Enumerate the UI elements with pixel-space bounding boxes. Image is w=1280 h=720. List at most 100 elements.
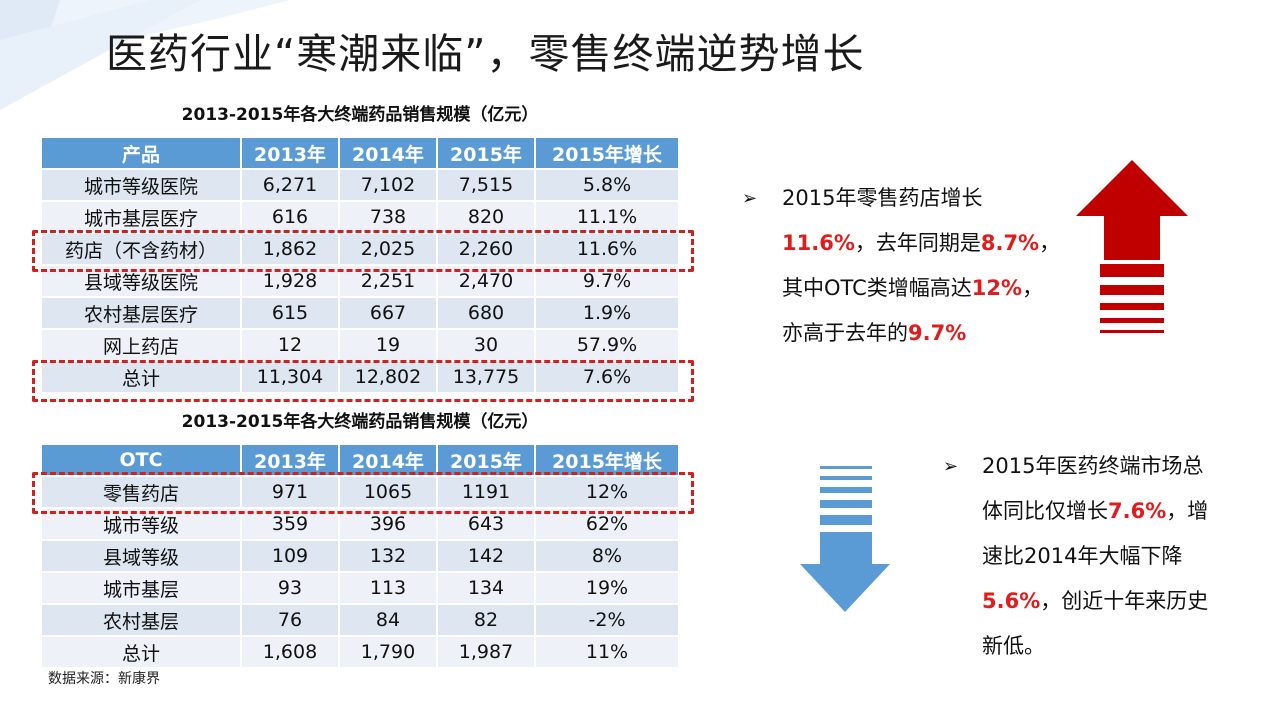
bullet-line: 11.6%，去年同期是8.7%， xyxy=(782,221,1112,266)
bullet-line: 其中OTC类增幅高达12%， xyxy=(782,266,1112,311)
table-cell: 7,102 xyxy=(340,170,436,200)
table-cell: 667 xyxy=(340,298,436,328)
table-cell: 19% xyxy=(536,573,678,603)
table-cell: 12 xyxy=(242,330,338,360)
table-cell: 城市基层 xyxy=(42,573,240,603)
table-cell: 13,775 xyxy=(438,362,534,392)
table-cell: 616 xyxy=(242,202,338,232)
table-cell: 820 xyxy=(438,202,534,232)
highlight-box-pharmacy xyxy=(32,230,694,272)
header-cell: 2013年 xyxy=(242,138,338,168)
down-arrow-icon xyxy=(800,466,890,612)
table-cell: 11.6% xyxy=(536,234,678,264)
bullet-marker: ➢ xyxy=(943,456,959,477)
bullet-marker: ➢ xyxy=(742,188,758,209)
table-cell: 县域等级 xyxy=(42,541,240,571)
table-row: 总计 11,304 12,802 13,775 7.6% xyxy=(42,362,678,392)
table-row: 城市等级 359 396 643 62% xyxy=(42,509,678,539)
table-cell: 12,802 xyxy=(340,362,436,392)
table-cell: 城市等级医院 xyxy=(42,170,240,200)
bullet-line: 2015年医药终端市场总 xyxy=(982,444,1262,489)
table-cell: 8% xyxy=(536,541,678,571)
table-cell: 2,260 xyxy=(438,234,534,264)
bullet-line: 5.6%，创近十年来历史 xyxy=(982,579,1262,624)
table-cell: 7,515 xyxy=(438,170,534,200)
table-cell: 网上药店 xyxy=(42,330,240,360)
bullet-retail-growth: 2015年零售药店增长 11.6%，去年同期是8.7%， 其中OTC类增幅高达1… xyxy=(782,176,1112,356)
table-header-row: 产品 2013年 2014年 2015年 2015年增长 xyxy=(42,138,678,168)
highlight-box-retail-pharmacy xyxy=(32,472,694,514)
table-cell: 12% xyxy=(536,477,678,507)
table1-caption: 2013-2015年各大终端药品销售规模（亿元） xyxy=(181,105,539,125)
header-cell: OTC xyxy=(42,445,240,475)
bullet-text-segment: 亦高于去年的 xyxy=(782,321,908,345)
bullet-text-segment: ， xyxy=(1022,276,1044,300)
table-cell: 396 xyxy=(340,509,436,539)
table-row: 县域等级 109 132 142 8% xyxy=(42,541,678,571)
bullet-text-segment: ， xyxy=(1039,231,1061,255)
header-cell: 2014年 xyxy=(340,138,436,168)
table-cell: -2% xyxy=(536,605,678,635)
table-cell: 1191 xyxy=(438,477,534,507)
table-cell: 109 xyxy=(242,541,338,571)
table-cell: 11,304 xyxy=(242,362,338,392)
table-cell: 134 xyxy=(438,573,534,603)
bullet-text-segment: 新低。 xyxy=(982,634,1045,658)
table-cell: 971 xyxy=(242,477,338,507)
table-cell: 2,025 xyxy=(340,234,436,264)
table-cell: 359 xyxy=(242,509,338,539)
bullet-line: 体同比仅增长7.6%，增 xyxy=(982,489,1262,534)
bullet-text-segment: 体同比仅增长 xyxy=(982,499,1108,523)
table-cell: 615 xyxy=(242,298,338,328)
table-cell: 城市基层医疗 xyxy=(42,202,240,232)
table-cell: 1,790 xyxy=(340,637,436,667)
table-cell: 680 xyxy=(438,298,534,328)
bullet-text-segment: ，去年同期是 xyxy=(854,231,981,255)
table-cell: 82 xyxy=(438,605,534,635)
table-cell: 11% xyxy=(536,637,678,667)
slide-title: 医药行业“寒潮来临”，零售终端逆势增长 xyxy=(106,30,865,78)
header-cell: 2013年 xyxy=(242,445,338,475)
table-row: 总计 1,608 1,790 1,987 11% xyxy=(42,637,678,667)
table-row: 农村基层 76 84 82 -2% xyxy=(42,605,678,635)
table-cell: 1,608 xyxy=(242,637,338,667)
table-row: 网上药店 12 19 30 57.9% xyxy=(42,330,678,360)
table-cell: 19 xyxy=(340,330,436,360)
highlight-value: 9.7% xyxy=(908,321,967,345)
table-cell: 84 xyxy=(340,605,436,635)
table-cell: 76 xyxy=(242,605,338,635)
highlight-value: 8.7% xyxy=(980,231,1040,255)
highlight-value: 11.6% xyxy=(782,231,855,255)
header-cell: 2015年 xyxy=(438,138,534,168)
highlight-value: 12% xyxy=(971,276,1023,300)
table-cell: 1065 xyxy=(340,477,436,507)
table-cell: 零售药店 xyxy=(42,477,240,507)
table-cell: 142 xyxy=(438,541,534,571)
header-cell: 产品 xyxy=(42,138,240,168)
table-cell: 738 xyxy=(340,202,436,232)
bullet-text-segment: 速比2014年大幅下降 xyxy=(982,544,1183,568)
table-cell: 93 xyxy=(242,573,338,603)
table-row: 城市等级医院 6,271 7,102 7,515 5.8% xyxy=(42,170,678,200)
bullet-market-growth: 2015年医药终端市场总 体同比仅增长7.6%，增 速比2014年大幅下降 5.… xyxy=(982,444,1262,669)
table-cell: 总计 xyxy=(42,362,240,392)
table2-caption: 2013-2015年各大终端药品销售规模（亿元） xyxy=(181,412,539,432)
table-cell: 农村基层 xyxy=(42,605,240,635)
table-cell: 62% xyxy=(536,509,678,539)
bullet-text-segment: 2015年医药终端市场总 xyxy=(982,454,1204,478)
table-cell: 城市等级 xyxy=(42,509,240,539)
table-cell: 5.8% xyxy=(536,170,678,200)
header-cell: 2015年 xyxy=(438,445,534,475)
table-cell: 6,271 xyxy=(242,170,338,200)
table-otc-sales: OTC 2013年 2014年 2015年 2015年增长 零售药店 971 1… xyxy=(40,443,680,669)
table-row: 城市基层医疗 616 738 820 11.1% xyxy=(42,202,678,232)
bullet-line: 亦高于去年的9.7% xyxy=(782,311,1112,356)
table-row: 零售药店 971 1065 1191 12% xyxy=(42,477,678,507)
table-cell: 132 xyxy=(340,541,436,571)
bullet-line: 2015年零售药店增长 xyxy=(782,176,1112,221)
table-cell: 113 xyxy=(340,573,436,603)
header-cell: 2014年 xyxy=(340,445,436,475)
table-cell: 总计 xyxy=(42,637,240,667)
table-cell: 1.9% xyxy=(536,298,678,328)
bullet-line: 速比2014年大幅下降 xyxy=(982,534,1262,579)
